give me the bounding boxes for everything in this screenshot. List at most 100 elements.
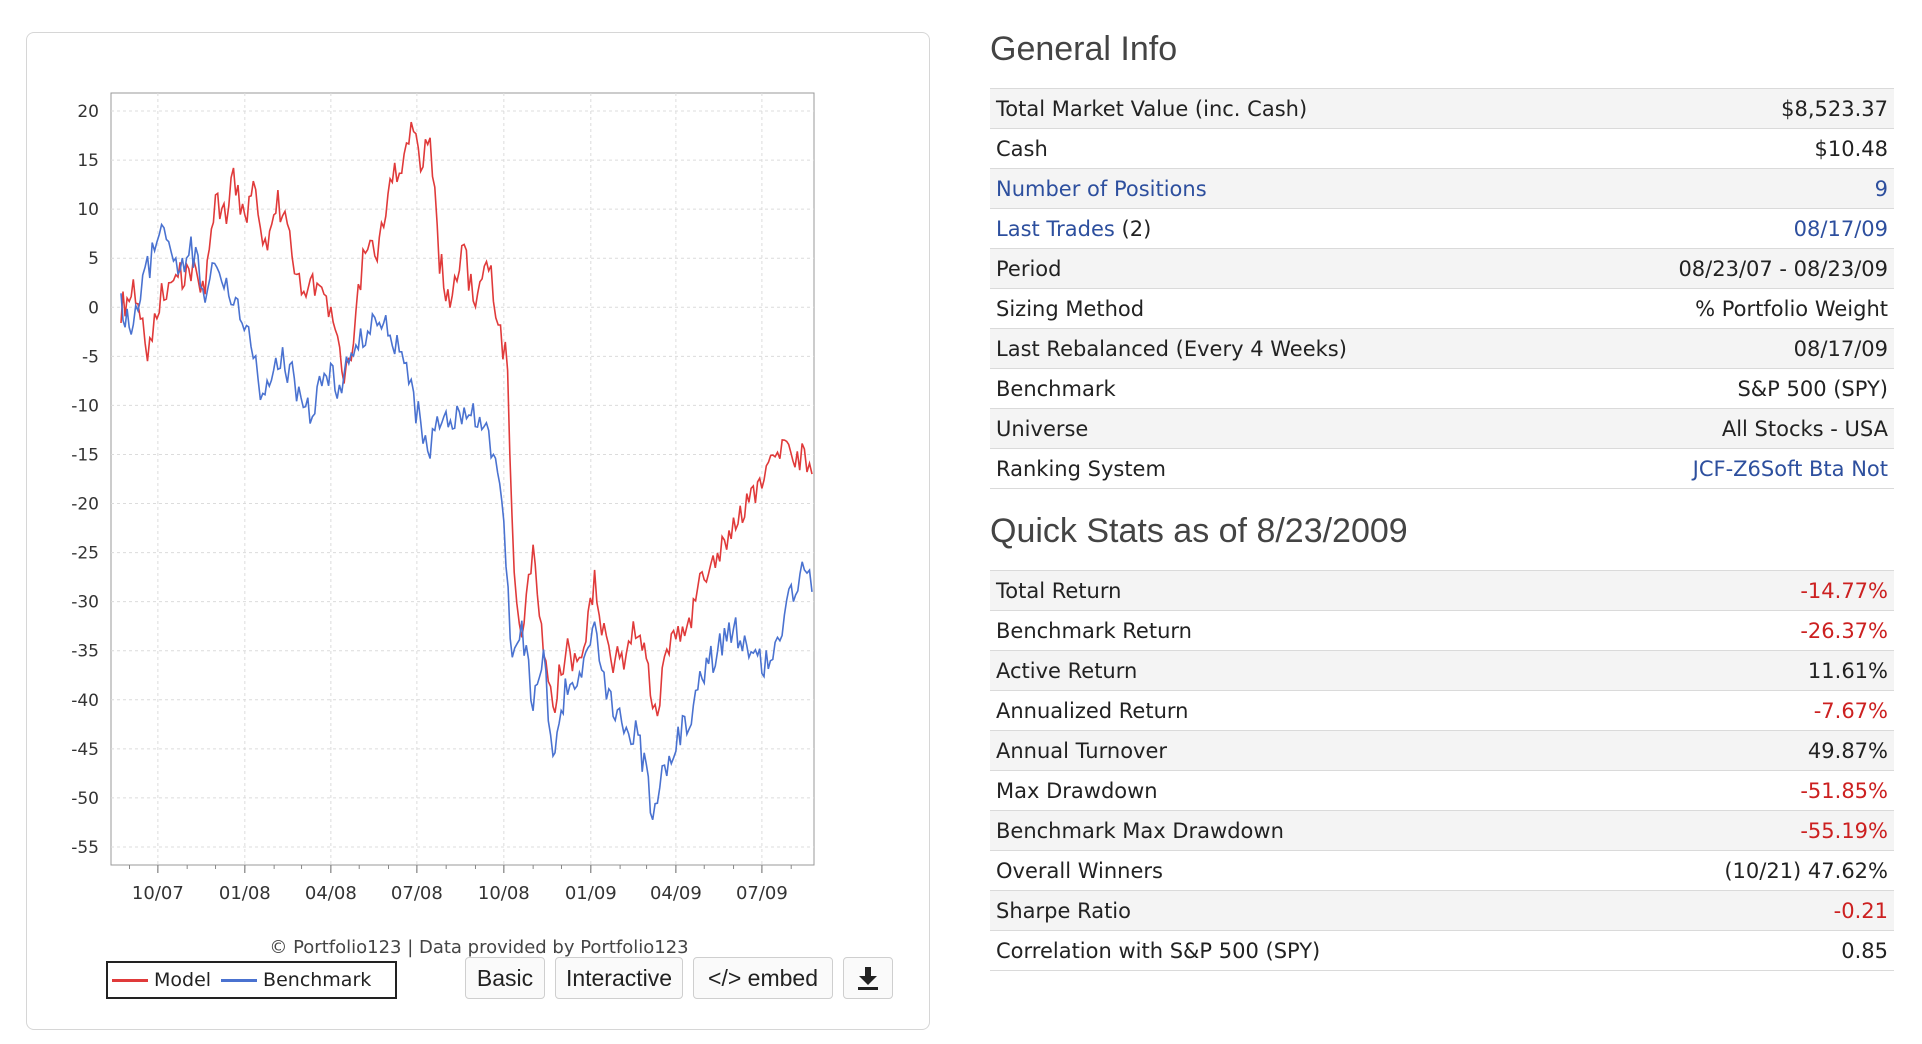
general-info-label-text: Period	[996, 256, 1062, 281]
quick-stats-row: Active Return 11.61%	[990, 650, 1894, 691]
series-line-benchmark[interactable]	[120, 222, 813, 821]
y-tick-label: -5	[82, 347, 99, 367]
quick-stats-row: Annualized Return -7.67%	[990, 690, 1894, 731]
quick-stats-label-text: Annualized Return	[996, 698, 1189, 723]
quick-stats-row: Correlation with S&P 500 (SPY) 0.85	[990, 930, 1894, 971]
general-info-value: S&P 500 (SPY)	[1737, 376, 1888, 401]
y-tick-label: 15	[77, 151, 99, 171]
basic-button[interactable]: Basic	[465, 957, 545, 999]
quick-stats-label: Annualized Return	[990, 691, 1584, 731]
general-info-table: Total Market Value (inc. Cash) $8,523.37 C…	[990, 88, 1894, 489]
quick-stats-label: Benchmark Return	[990, 611, 1584, 651]
quick-stats-label: Overall Winners	[990, 851, 1584, 891]
y-tick-label: 0	[88, 298, 99, 318]
quick-stats-value: -0.21	[1833, 898, 1888, 923]
general-info-label-text: Total Market Value (inc. Cash)	[996, 96, 1308, 121]
quick-stats-label-text: Benchmark Max Drawdown	[996, 818, 1284, 843]
general-info-label-suffix: (2)	[1114, 216, 1152, 241]
quick-stats-value: -7.67%	[1813, 698, 1888, 723]
general-info-label-text: Universe	[996, 416, 1089, 441]
plot-area	[110, 92, 815, 866]
general-info-label: Benchmark	[990, 369, 1551, 409]
general-info-value[interactable]: JCF-Z6Soft Bta Not	[1692, 456, 1888, 481]
y-tick-label: -45	[71, 740, 99, 760]
general-info-label: Ranking System	[990, 449, 1551, 489]
quick-stats-label: Annual Turnover	[990, 731, 1584, 771]
x-tick-label: 01/09	[565, 883, 617, 904]
legend-item-model[interactable]: Model	[112, 969, 211, 991]
quick-stats-label-text: Benchmark Return	[996, 618, 1192, 643]
general-info-row: Universe All Stocks - USA	[990, 408, 1894, 449]
general-info-row[interactable]: Ranking System JCF-Z6Soft Bta Not	[990, 448, 1894, 489]
quick-stats-value: 11.61%	[1807, 658, 1888, 683]
general-info-row[interactable]: Last Trades (2) 08/17/09	[990, 208, 1894, 249]
quick-stats-value: -14.77%	[1800, 578, 1888, 603]
general-info-label-text[interactable]: Number of Positions	[996, 176, 1207, 201]
quick-stats-value: -55.19%	[1800, 818, 1888, 843]
general-info-row: Benchmark S&P 500 (SPY)	[990, 368, 1894, 409]
general-info-row: Last Rebalanced (Every 4 Weeks) 08/17/09	[990, 328, 1894, 369]
y-tick-label: -25	[71, 544, 99, 564]
general-info-value: % Portfolio Weight	[1695, 296, 1888, 321]
quick-stats-label-text: Active Return	[996, 658, 1138, 683]
x-tick-label: 04/08	[305, 883, 357, 904]
quick-stats-value: 0.85	[1841, 938, 1888, 963]
y-tick-label: -55	[71, 838, 99, 858]
quick-stats-value: (10/21) 47.62%	[1724, 858, 1888, 883]
general-info-value[interactable]: 9	[1874, 176, 1888, 201]
y-tick-label: 5	[88, 249, 99, 269]
y-tick-label: 10	[77, 200, 99, 220]
quick-stats-row: Benchmark Max Drawdown -55.19%	[990, 810, 1894, 851]
quick-stats-row: Total Return -14.77%	[990, 570, 1894, 611]
quick-stats-value: -51.85%	[1800, 778, 1888, 803]
chart-legend: Model Benchmark	[106, 961, 397, 999]
quick-stats-label: Total Return	[990, 571, 1584, 611]
general-info-row: Period 08/23/07 - 08/23/09	[990, 248, 1894, 289]
general-info-label: Universe	[990, 409, 1551, 449]
download-button[interactable]	[843, 957, 893, 999]
series-line-model[interactable]	[120, 121, 813, 717]
general-info-label-text: Cash	[996, 136, 1048, 161]
quick-stats-label: Active Return	[990, 651, 1584, 691]
quick-stats-row: Annual Turnover 49.87%	[990, 730, 1894, 771]
general-info-row[interactable]: Number of Positions 9	[990, 168, 1894, 209]
general-info-value: $10.48	[1814, 136, 1888, 161]
general-info-value: All Stocks - USA	[1721, 416, 1888, 441]
general-info-label: Last Rebalanced (Every 4 Weeks)	[990, 329, 1551, 369]
legend-swatch-benchmark	[221, 978, 258, 982]
x-tick-label: 10/07	[132, 883, 184, 904]
general-info-label: Last Trades (2)	[990, 209, 1551, 249]
legend-label-model: Model	[154, 969, 212, 991]
general-info-label: Cash	[990, 129, 1551, 169]
quick-stats-row: Benchmark Return -26.37%	[990, 610, 1894, 651]
interactive-button[interactable]: Interactive	[555, 957, 683, 999]
general-info-title: General Info	[990, 30, 1178, 68]
chart-copyright: © Portfolio123 | Data provided by Portfo…	[269, 937, 689, 958]
performance-chart[interactable]: 20 15 10 5 0 -5 -10 -15 -20 -25 -30 -35 -40 -45 -50 -55…	[27, 33, 931, 933]
quick-stats-label-text: Correlation with S&P 500 (SPY)	[996, 938, 1321, 963]
quick-stats-row: Sharpe Ratio -0.21	[990, 890, 1894, 931]
quick-stats-label-text: Sharpe Ratio	[996, 898, 1131, 923]
general-info-value[interactable]: 08/17/09	[1793, 216, 1888, 241]
quick-stats-label: Correlation with S&P 500 (SPY)	[990, 931, 1584, 971]
x-tick-label: 04/09	[650, 883, 702, 904]
y-tick-label: -50	[71, 789, 99, 809]
quick-stats-value: -26.37%	[1800, 618, 1888, 643]
general-info-label-text[interactable]: Last Trades	[996, 216, 1115, 241]
general-info-label-text: Benchmark	[996, 376, 1116, 401]
y-tick-label: -40	[71, 691, 99, 711]
y-tick-label: -15	[71, 445, 99, 465]
quick-stats-title: Quick Stats as of 8/23/2009	[990, 512, 1408, 550]
quick-stats-label-text: Total Return	[996, 578, 1122, 603]
embed-button[interactable]: </> embed	[693, 957, 833, 999]
y-tick-label: -10	[71, 396, 99, 416]
quick-stats-label-text: Overall Winners	[996, 858, 1163, 883]
x-tick-label: 07/09	[736, 883, 788, 904]
download-icon	[858, 967, 878, 990]
quick-stats-label: Benchmark Max Drawdown	[990, 811, 1584, 851]
x-tick-label: 10/08	[478, 883, 530, 904]
quick-stats-table: Total Return -14.77% Benchmark Return -26.3…	[990, 570, 1894, 971]
general-info-label: Sizing Method	[990, 289, 1551, 329]
legend-item-benchmark[interactable]: Benchmark	[221, 969, 371, 991]
y-tick-label: -20	[71, 495, 99, 515]
